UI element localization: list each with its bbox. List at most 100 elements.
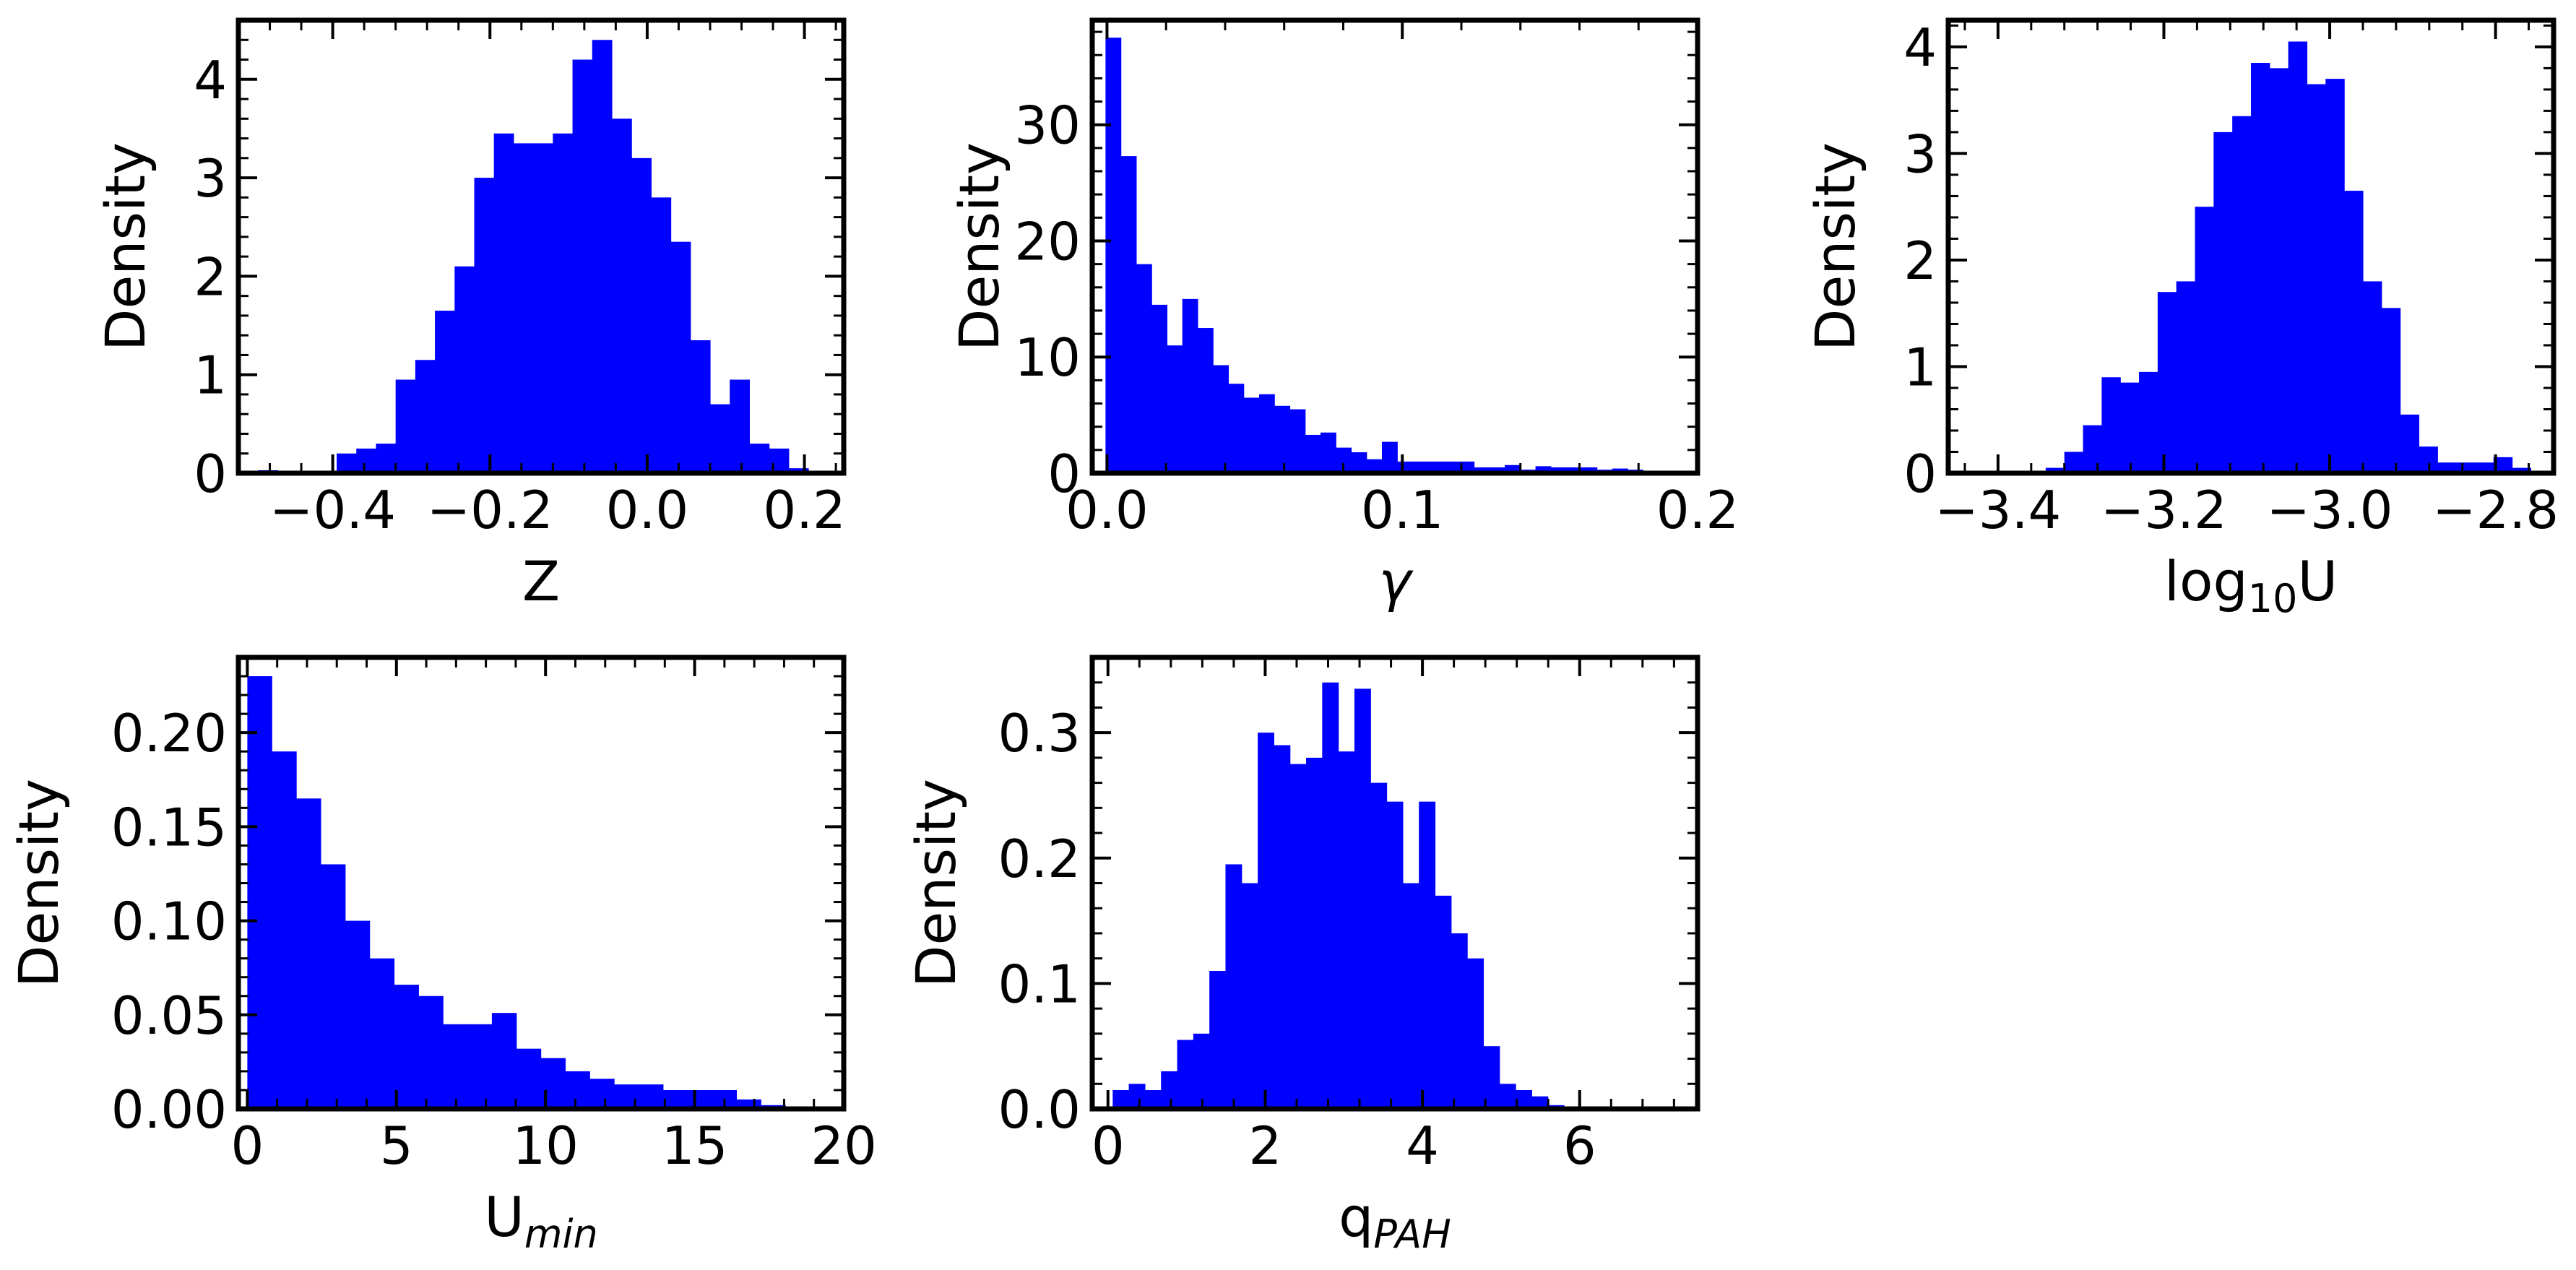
histogram-bar [1167, 345, 1183, 473]
histogram-bar [1336, 447, 1352, 473]
histogram-bar [2232, 116, 2252, 473]
histogram-bar [1241, 883, 1258, 1109]
histogram-bar [1370, 782, 1388, 1109]
x-tick-label: 10 [512, 1115, 579, 1176]
histogram-bar [1451, 933, 1468, 1109]
histogram-bar [1209, 971, 1227, 1109]
y-tick-label: 20 [1014, 211, 1081, 272]
histogram-bar [2139, 371, 2158, 473]
histogram-bar [1351, 452, 1367, 473]
histogram-bar [1505, 465, 1521, 473]
histogram-bar [474, 178, 495, 473]
histogram-bar [247, 676, 272, 1109]
histogram-bar [662, 1089, 688, 1109]
histogram-panel-3: −3.4 −3.2 −3.0 −2.8 0 1 2 3 4 log10U Density [1803, 17, 2559, 621]
histogram-bar [651, 197, 672, 473]
histogram-bar [1402, 883, 1419, 1109]
histogram-bar [296, 798, 321, 1109]
x-axis-label: Z [522, 549, 560, 613]
histogram-bar [1474, 467, 1490, 473]
histogram-bar [1274, 745, 1291, 1109]
y-tick-label: 0.2 [998, 829, 1081, 889]
histogram-panel-2: 0.0 0.1 0.2 0 10 20 30 γ Density [947, 17, 1739, 613]
y-tick-label: 0.1 [998, 954, 1081, 1014]
x-tick-label: 0.2 [763, 480, 846, 540]
histogram-bar [2307, 84, 2326, 474]
histogram-bar [418, 995, 444, 1109]
x-tick-label: −3.4 [1935, 480, 2061, 540]
histogram-bar [553, 133, 574, 473]
y-axis-label: Density [93, 142, 157, 351]
y-tick-label: 0.15 [111, 797, 227, 858]
histogram-bar [356, 448, 377, 473]
histogram-bar [1144, 1089, 1162, 1109]
histogram-bar [491, 1013, 517, 1109]
histogram-bar [1581, 467, 1598, 473]
histogram-bar [1419, 801, 1436, 1109]
x-axis-label: qPAH [1339, 1185, 1451, 1257]
y-tick-label: 3 [194, 148, 227, 209]
histogram-bar [730, 379, 751, 473]
histogram-bar [1566, 467, 1582, 473]
histogram-bar [1386, 801, 1404, 1109]
histogram-bar [2269, 68, 2289, 473]
histogram-bar [1128, 1084, 1146, 1109]
histogram-bar [516, 1048, 542, 1109]
x-tick-label: −0.4 [269, 480, 396, 540]
x-tick-label: 0.1 [1361, 480, 1444, 540]
histogram-bar [320, 864, 346, 1109]
y-tick-label: 2 [1903, 230, 1937, 291]
histogram-bar [2176, 281, 2196, 473]
histogram-bar [565, 1071, 590, 1109]
histogram-bar [2195, 207, 2214, 473]
histogram-bar [1112, 1089, 1130, 1109]
histogram-bar [1483, 1046, 1500, 1109]
histogram-bar [2083, 425, 2102, 473]
histogram-bar [345, 920, 371, 1109]
histogram-bar [1225, 864, 1242, 1109]
x-tick-label: 20 [811, 1115, 877, 1176]
y-tick-label: 0 [1903, 444, 1937, 504]
y-tick-label: 1 [194, 345, 227, 406]
histogram-bar [1213, 365, 1229, 473]
histogram-bar [1535, 466, 1552, 473]
histogram-bar [2064, 452, 2084, 473]
histogram-bar [1467, 958, 1484, 1109]
x-tick-label: 0.0 [1066, 480, 1149, 540]
histogram-bar [638, 1084, 664, 1109]
histogram-bar [1427, 461, 1444, 473]
histogram-bar [415, 360, 436, 473]
histogram-bar [533, 143, 553, 473]
y-tick-label: 2 [194, 246, 227, 307]
histogram-bar [631, 157, 652, 473]
histogram-bar [1105, 38, 1122, 474]
histogram-bar [513, 143, 534, 473]
axes-frame [235, 17, 847, 476]
histogram-bar [611, 118, 632, 473]
x-tick-label: 0 [1092, 1115, 1125, 1176]
histogram-bar [1366, 459, 1383, 473]
histogram-bar [1499, 1084, 1516, 1109]
histogram-bar [454, 266, 475, 473]
histogram-bar [394, 985, 419, 1109]
x-axis-label: γ [1379, 549, 1414, 613]
x-tick-label: 0.2 [1656, 480, 1739, 540]
y-axis-label: Density [7, 779, 71, 988]
y-tick-label: 0 [194, 444, 227, 504]
x-tick-label: −3.2 [2101, 480, 2227, 540]
x-tick-label: 0 [230, 1115, 264, 1176]
x-axis-label: log10U [2164, 549, 2338, 621]
x-tick-label: 4 [1406, 1115, 1439, 1176]
histogram-bar [1193, 1033, 1210, 1109]
histogram-bar [2120, 382, 2140, 473]
histogram-bar [272, 751, 297, 1109]
histogram-bar [1322, 682, 1339, 1109]
histogram-bar [2493, 457, 2513, 473]
histogram-bar [1289, 409, 1306, 473]
histogram-bar [1228, 384, 1245, 473]
histogram-bar [1412, 461, 1429, 473]
histogram-bar [1258, 394, 1275, 473]
histogram-bar [1435, 895, 1452, 1109]
histogram-bar [1136, 264, 1152, 473]
axes-frame [1945, 17, 2556, 476]
